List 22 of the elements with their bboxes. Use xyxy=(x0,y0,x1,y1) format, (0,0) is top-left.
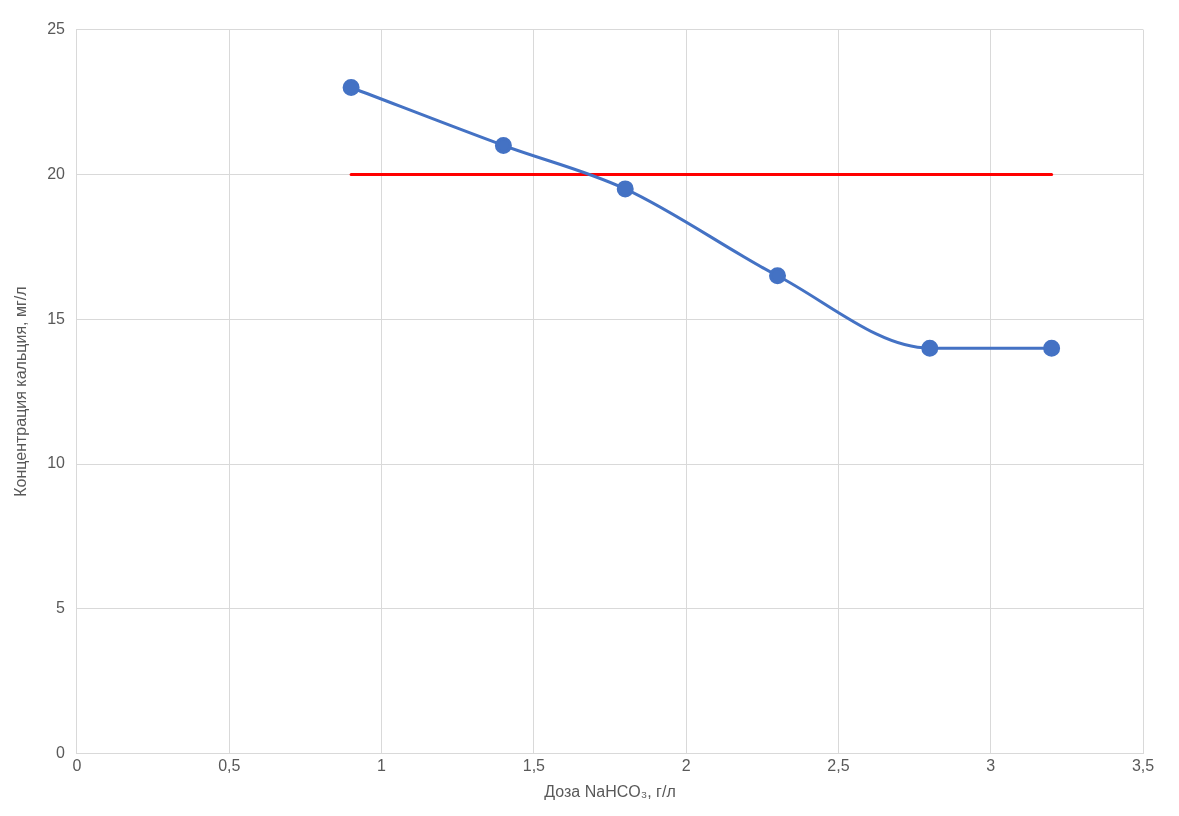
y-tick-label: 15 xyxy=(47,309,66,327)
x-tick-label: 3,5 xyxy=(1131,756,1155,774)
point xyxy=(921,339,939,357)
y-axis-title: Концентрация кальция, мг/л xyxy=(12,286,30,497)
x-tick-label: 2,5 xyxy=(827,756,850,774)
x-tick-label: 1 xyxy=(377,756,387,774)
x-axis-title: Доза NaHCO₃, г/л xyxy=(544,782,676,800)
point xyxy=(494,136,512,154)
y-tick-label: 20 xyxy=(47,164,66,182)
y-tick-label: 25 xyxy=(47,20,66,38)
x-tick-label: 1,5 xyxy=(522,756,546,774)
x-tick-label: 3 xyxy=(986,756,996,774)
y-tick-label: 5 xyxy=(56,599,66,617)
x-tick-label: 0,5 xyxy=(218,756,241,774)
point xyxy=(1043,339,1061,357)
y-tick-label: 0 xyxy=(56,744,66,762)
point xyxy=(616,180,634,198)
x-tick-label: 0 xyxy=(72,756,82,774)
point xyxy=(342,79,360,97)
x-tick-label: 2 xyxy=(681,756,691,774)
point xyxy=(769,267,787,285)
y-tick-label: 10 xyxy=(47,454,66,472)
